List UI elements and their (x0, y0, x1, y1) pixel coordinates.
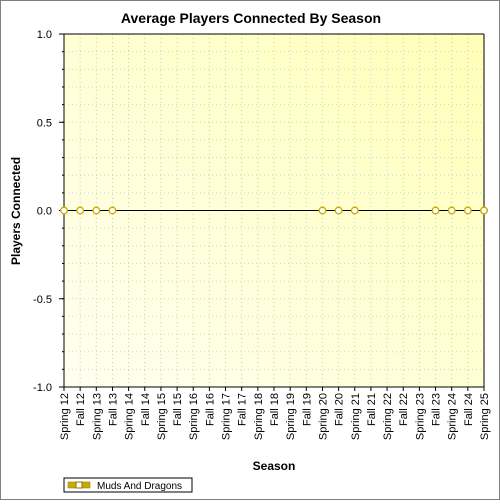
x-tick-label: Spring 22 (382, 393, 394, 440)
data-point (447, 206, 456, 215)
y-tick-label: -1.0 (33, 382, 52, 394)
x-tick-label: Fall 24 (463, 393, 475, 426)
x-tick-label: Spring 17 (221, 393, 233, 440)
x-tick-label: Fall 19 (301, 393, 313, 426)
legend-label: Muds And Dragons (97, 481, 182, 492)
x-tick-label: Fall 16 (204, 393, 216, 426)
x-tick-label: Fall 17 (237, 393, 249, 426)
x-tick-label: Fall 14 (140, 393, 152, 426)
legend: Muds And Dragons (63, 477, 193, 493)
y-tick-label: 0.5 (37, 117, 52, 129)
data-point (108, 206, 117, 215)
x-tick-label: Fall 18 (269, 393, 281, 426)
y-tick-label: 1.0 (37, 29, 52, 41)
x-tick-label: Spring 16 (188, 393, 200, 440)
x-tick-label: Fall 13 (107, 393, 119, 426)
legend-marker (75, 481, 83, 489)
y-axis-ticks: 1.0 0.5 0.0 -0.5 -1.0 (33, 29, 64, 394)
series-group (60, 206, 488, 215)
x-tick-label: Spring 23 (414, 393, 426, 440)
x-tick-label: Spring 18 (253, 393, 265, 440)
x-tick-label: Spring 25 (479, 393, 491, 440)
y-axis-title: Players Connected (9, 157, 23, 265)
x-tick-label: Spring 20 (317, 393, 329, 440)
chart-title: Average Players Connected By Season (121, 10, 381, 26)
data-point (431, 206, 440, 215)
x-tick-label: Spring 24 (447, 393, 459, 440)
x-tick-label: Spring 12 (59, 393, 71, 440)
y-tick-label: -0.5 (33, 294, 52, 306)
data-point (76, 206, 85, 215)
data-point (480, 206, 488, 215)
x-tick-label: Spring 13 (91, 393, 103, 440)
x-tick-label: Fall 21 (366, 393, 378, 426)
x-axis-title: Season (253, 459, 296, 473)
x-tick-label: Spring 21 (350, 393, 362, 440)
data-point (60, 206, 68, 215)
data-point (318, 206, 327, 215)
x-tick-label: Fall 22 (398, 393, 410, 426)
x-tick-label: Fall 15 (172, 393, 184, 426)
data-point (334, 206, 343, 215)
data-point (92, 206, 101, 215)
x-tick-label: Fall 23 (431, 393, 443, 426)
x-tick-label: Fall 12 (75, 393, 87, 426)
legend-box (63, 477, 193, 493)
x-axis-ticks: Spring 12 Fall 12 Spring 13 Fall 13 Spring 1… (59, 387, 491, 440)
data-point (350, 206, 359, 215)
x-tick-label: Spring 19 (285, 393, 297, 440)
x-tick-label: Fall 20 (334, 393, 346, 426)
x-tick-label: Spring 15 (156, 393, 168, 440)
data-point (463, 206, 472, 215)
x-tick-label: Spring 14 (124, 393, 136, 440)
y-tick-label: 0.0 (37, 206, 52, 218)
